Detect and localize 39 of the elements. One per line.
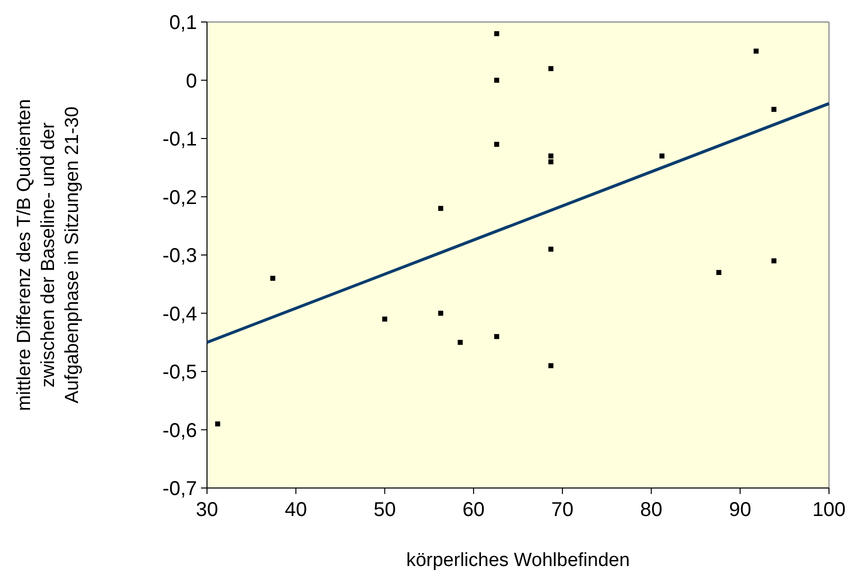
point (548, 246, 554, 252)
point (494, 31, 500, 36)
x-tick-label: 70 (551, 499, 574, 521)
point (215, 421, 220, 426)
point (548, 66, 554, 72)
y-tick-label: -0,2 (162, 186, 197, 209)
y-tick-label: -0,5 (162, 362, 197, 384)
point (716, 270, 722, 275)
y-tick-label: 0 (186, 70, 197, 92)
point (771, 258, 776, 264)
y-tick-label: -0,6 (162, 420, 197, 442)
point (548, 159, 554, 164)
x-tick-label: 50 (374, 499, 396, 521)
point (382, 316, 388, 322)
x-axis-title: körperliches Wohlbefinden (406, 550, 630, 571)
x-tick-label: 100 (812, 499, 846, 521)
point (548, 363, 554, 368)
point (771, 106, 776, 112)
y-tick-label: -0,3 (162, 245, 197, 267)
y-tick-label: -0,1 (162, 128, 197, 150)
point (494, 78, 500, 83)
x-tick-label: 90 (729, 499, 752, 521)
x-tick-label: 30 (196, 499, 218, 521)
point (548, 153, 554, 158)
y-tick-label: -0,4 (162, 303, 197, 326)
point (438, 206, 444, 211)
y-tick-label: 0,1 (169, 12, 197, 34)
y-tick-label: -0,7 (162, 478, 197, 500)
point (494, 142, 500, 147)
y-axis-title: mittlere Differenz des T/B Quotienten zwischen der Baseline- und der Aufgabenphase in Sitzungen 21-30 (14, 99, 83, 411)
x-tick-label: 40 (284, 499, 307, 521)
point (494, 334, 500, 340)
x-tick-label: 80 (640, 499, 662, 521)
point (270, 276, 276, 281)
point (438, 310, 444, 316)
point (754, 48, 759, 54)
x-tick-label: 60 (462, 499, 485, 521)
point (458, 340, 463, 345)
point (659, 153, 664, 158)
